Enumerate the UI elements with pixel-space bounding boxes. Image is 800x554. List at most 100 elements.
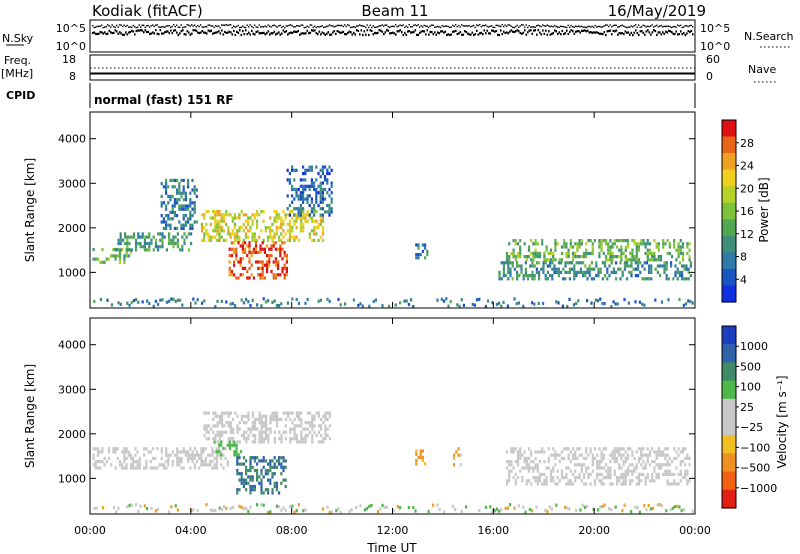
scatter-cell <box>524 270 527 274</box>
nsky-dot <box>494 26 496 29</box>
scatter-cell <box>238 229 241 233</box>
nsearch-dot <box>171 32 174 35</box>
scatter-cell <box>121 450 124 454</box>
scatter-cell <box>549 248 553 252</box>
scatter-cell <box>615 456 619 460</box>
scatter-cell <box>631 255 634 259</box>
ground-scatter-cell <box>623 298 626 302</box>
scatter-cell <box>211 447 214 451</box>
nsearch-dot <box>524 29 526 32</box>
scatter-cell <box>317 430 320 434</box>
scatter-cell <box>598 447 601 451</box>
scatter-cell <box>534 255 537 259</box>
scatter-cell <box>220 456 223 460</box>
scatter-cell <box>593 447 597 451</box>
scatter-cell <box>148 245 151 249</box>
nsearch-dot <box>392 31 394 34</box>
scatter-cell <box>308 184 311 188</box>
scatter-cell <box>637 242 641 246</box>
nsearch-dot <box>608 30 610 33</box>
scatter-cell <box>258 421 261 425</box>
nsearch-dot <box>576 30 579 33</box>
scatter-cell <box>633 466 636 470</box>
nsearch-dot <box>143 31 145 34</box>
scatter-cell <box>286 213 289 217</box>
nsearch-dot <box>618 32 621 35</box>
nsearch-dot <box>227 31 229 34</box>
nsearch-dot <box>236 30 238 33</box>
scatter-cell <box>545 482 548 486</box>
scatter-cell <box>187 204 190 208</box>
scatter-cell <box>557 261 560 265</box>
ground-scatter-cell <box>638 300 641 304</box>
nsearch-dot <box>263 31 265 34</box>
nsky-dot <box>167 25 169 27</box>
scatter-cell <box>622 472 625 476</box>
nsearch-dot <box>251 29 253 32</box>
scatter-cell <box>571 261 574 265</box>
scatter-cell <box>137 232 140 236</box>
nsky-dot <box>354 26 356 28</box>
scatter-cell <box>525 456 528 460</box>
scatter-cell <box>94 463 97 467</box>
scatter-cell <box>553 267 556 271</box>
nsky-dot <box>677 24 679 26</box>
nsearch-dot <box>549 33 552 36</box>
nsearch-dot <box>282 29 285 32</box>
nsearch-dot <box>108 29 111 32</box>
nsky-dot <box>116 24 118 27</box>
nsky-dot <box>659 25 661 27</box>
scatter-cell <box>324 437 327 441</box>
scatter-cell <box>641 264 644 268</box>
scatter-cell <box>154 241 157 246</box>
scatter-cell <box>207 437 210 441</box>
scatter-cell <box>326 178 329 182</box>
scatter-cell <box>227 411 230 415</box>
scatter-cell <box>313 238 316 242</box>
nsearch-dot <box>248 31 250 34</box>
nsky-dot <box>426 25 428 28</box>
scatter-cell <box>240 414 243 418</box>
scatter-cell <box>586 267 589 271</box>
ground-scatter-cell <box>306 297 309 301</box>
scatter-cell <box>200 456 203 460</box>
nsearch-dot <box>255 30 258 33</box>
scatter-cell <box>248 247 251 251</box>
scatter-cell <box>227 213 230 217</box>
scatter-cell <box>176 241 179 246</box>
nsearch-dot <box>290 31 292 34</box>
ground-scatter-cell <box>544 508 547 512</box>
scatter-cell <box>135 248 138 252</box>
scatter-cell <box>634 274 637 278</box>
scatter-cell <box>545 248 548 252</box>
scatter-cell <box>673 242 676 246</box>
colorbar-segment <box>722 202 736 220</box>
nsearch-dot <box>303 32 306 35</box>
scatter-cell <box>313 430 316 434</box>
nsearch-dot <box>371 29 373 33</box>
scatter-cell <box>580 463 583 467</box>
nsearch-dot <box>149 32 151 36</box>
nsearch-dot <box>506 31 508 34</box>
scatter-cell <box>646 460 649 464</box>
scatter-cell <box>220 235 223 239</box>
scatter-cell <box>591 463 594 467</box>
scatter-cell <box>281 241 284 245</box>
scatter-cell <box>556 453 559 457</box>
scatter-cell <box>154 456 157 460</box>
nsearch-dot <box>189 33 192 36</box>
scatter-cell <box>591 251 594 255</box>
scatter-cell <box>455 450 458 454</box>
scatter-cell <box>546 277 549 281</box>
scatter-cell <box>255 238 259 242</box>
scatter-cell <box>508 460 511 464</box>
nsky-dot <box>369 24 371 26</box>
scatter-cell <box>557 274 560 278</box>
nsearch-dot <box>300 32 303 35</box>
scatter-cell <box>176 198 179 202</box>
scatter-cell <box>238 478 241 482</box>
scatter-cell <box>260 491 263 495</box>
scatter-cell <box>132 463 135 467</box>
scatter-cell <box>233 213 237 217</box>
scatter-cell <box>589 251 592 255</box>
